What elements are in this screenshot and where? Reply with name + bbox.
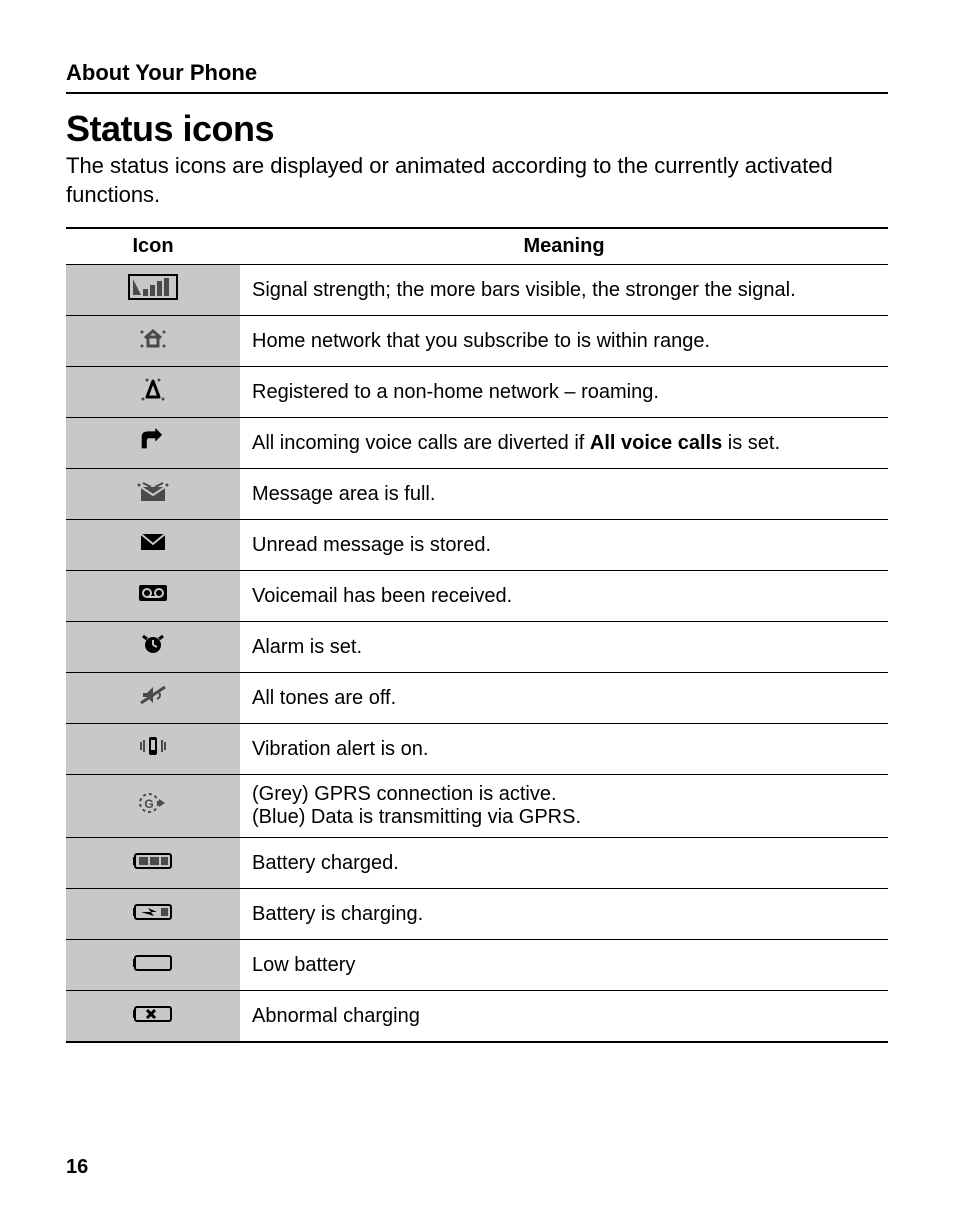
- table-row: Registered to a non-home network – roami…: [66, 367, 888, 418]
- table-body: Signal strength; the more bars visible, …: [66, 265, 888, 1043]
- table-row: Alarm is set.: [66, 622, 888, 673]
- table-row: Low battery: [66, 940, 888, 991]
- icon-cell: [66, 316, 240, 367]
- icon-cell: G: [66, 775, 240, 838]
- meaning-cell: Alarm is set.: [240, 622, 888, 673]
- document-page: About Your Phone Status icons The status…: [0, 0, 954, 1219]
- table-row: Signal strength; the more bars visible, …: [66, 265, 888, 316]
- meaning-cell: Unread message is stored.: [240, 520, 888, 571]
- icon-cell: [66, 520, 240, 571]
- icon-cell: [66, 838, 240, 889]
- icon-cell: [66, 418, 240, 469]
- table-row: Abnormal charging: [66, 991, 888, 1043]
- voicemail-icon: [121, 579, 185, 607]
- meaning-cell: Signal strength; the more bars visible, …: [240, 265, 888, 316]
- low-battery-icon: [121, 948, 185, 976]
- table-row: Unread message is stored.: [66, 520, 888, 571]
- table-row: All tones are off.: [66, 673, 888, 724]
- message-full-icon: [121, 477, 185, 505]
- table-header-meaning: Meaning: [240, 228, 888, 265]
- meaning-cell: (Grey) GPRS connection is active.(Blue) …: [240, 775, 888, 838]
- icon-cell: [66, 940, 240, 991]
- icon-cell: [66, 469, 240, 520]
- meaning-cell: Voicemail has been received.: [240, 571, 888, 622]
- icon-cell: [66, 991, 240, 1043]
- battery-charged-icon: [121, 846, 185, 874]
- status-icons-table: Icon Meaning Signal strength; the more b…: [66, 227, 888, 1043]
- meaning-cell: Vibration alert is on.: [240, 724, 888, 775]
- table-row: Message area is full.: [66, 469, 888, 520]
- table-row: Vibration alert is on.: [66, 724, 888, 775]
- table-header-icon: Icon: [66, 228, 240, 265]
- meaning-cell: Battery is charging.: [240, 889, 888, 940]
- meaning-cell: Message area is full.: [240, 469, 888, 520]
- main-heading: Status icons: [66, 108, 888, 150]
- table-row: Home network that you subscribe to is wi…: [66, 316, 888, 367]
- vibration-icon: [121, 732, 185, 760]
- meaning-cell: Abnormal charging: [240, 991, 888, 1043]
- section-title: About Your Phone: [66, 60, 888, 94]
- icon-cell: [66, 571, 240, 622]
- icon-cell: [66, 673, 240, 724]
- tones-off-icon: [121, 681, 185, 709]
- icon-cell: [66, 265, 240, 316]
- divert-calls-icon: [121, 426, 185, 454]
- alarm-icon: [121, 630, 185, 658]
- signal-strength-icon: [121, 273, 185, 301]
- battery-charging-icon: [121, 897, 185, 925]
- home-network-icon: [121, 324, 185, 352]
- meaning-cell: Battery charged.: [240, 838, 888, 889]
- intro-paragraph: The status icons are displayed or animat…: [66, 152, 888, 209]
- abnormal-charging-icon: [121, 999, 185, 1027]
- icon-cell: [66, 889, 240, 940]
- meaning-cell: All incoming voice calls are diverted if…: [240, 418, 888, 469]
- gprs-icon: G: [121, 789, 185, 817]
- meaning-cell: Low battery: [240, 940, 888, 991]
- table-row: Voicemail has been received.: [66, 571, 888, 622]
- meaning-cell: Home network that you subscribe to is wi…: [240, 316, 888, 367]
- unread-message-icon: [121, 528, 185, 556]
- table-row: All incoming voice calls are diverted if…: [66, 418, 888, 469]
- meaning-cell: Registered to a non-home network – roami…: [240, 367, 888, 418]
- icon-cell: [66, 622, 240, 673]
- svg-text:G: G: [144, 797, 153, 811]
- table-row: G (Grey) GPRS connection is active.(Blue)…: [66, 775, 888, 838]
- meaning-cell: All tones are off.: [240, 673, 888, 724]
- roaming-icon: [121, 375, 185, 403]
- table-row: Battery charged.: [66, 838, 888, 889]
- page-number: 16: [66, 1156, 88, 1179]
- icon-cell: [66, 724, 240, 775]
- icon-cell: [66, 367, 240, 418]
- table-row: Battery is charging.: [66, 889, 888, 940]
